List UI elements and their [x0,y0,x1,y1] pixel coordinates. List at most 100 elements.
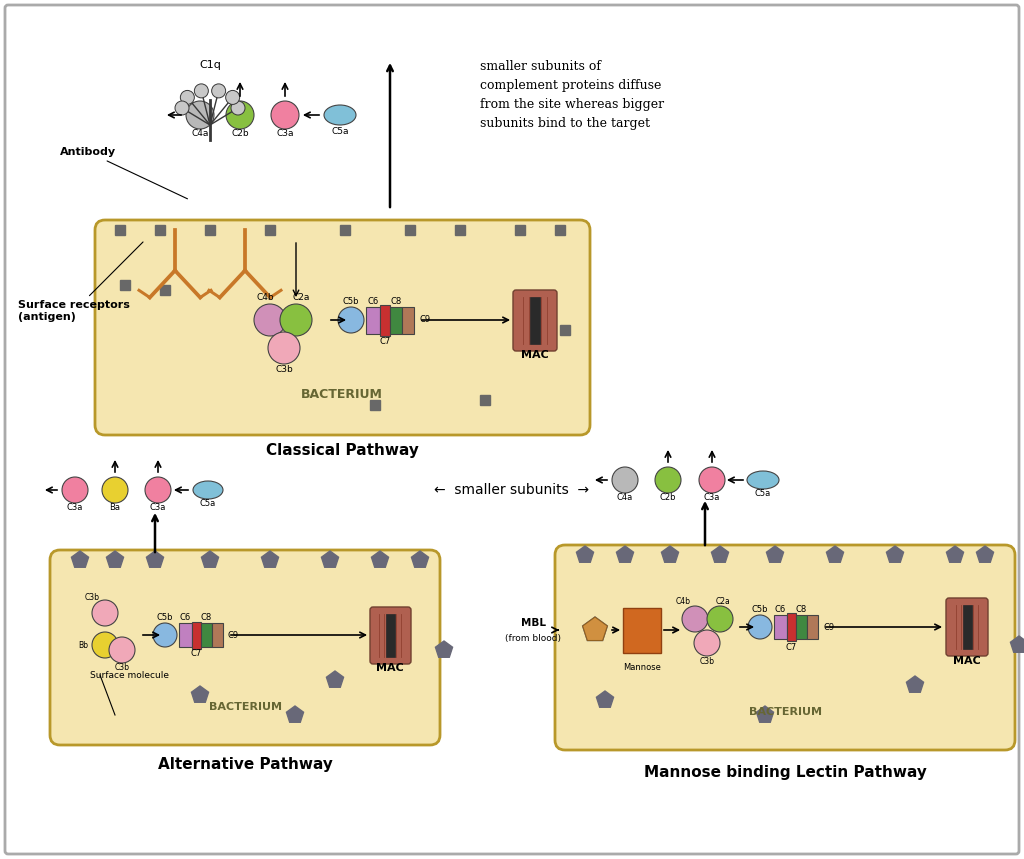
Polygon shape [596,691,613,707]
Text: C3b: C3b [699,656,715,666]
Circle shape [109,637,135,663]
Bar [380,305,390,336]
Text: Ba: Ba [110,503,121,511]
Circle shape [699,467,725,493]
Bar [515,225,525,235]
Bar [366,307,380,334]
Text: C7: C7 [785,643,797,651]
Circle shape [180,90,195,105]
Bar [201,623,212,647]
Bar [560,325,570,335]
Text: C3a: C3a [67,503,83,511]
Circle shape [268,332,300,364]
Circle shape [694,630,720,656]
Bar [205,225,215,235]
Text: Mannose binding Lectin Pathway: Mannose binding Lectin Pathway [643,765,927,779]
Circle shape [612,467,638,493]
Bar [390,307,402,334]
Text: C4a: C4a [616,492,633,502]
Polygon shape [287,706,303,722]
Circle shape [102,477,128,503]
Text: C3b: C3b [85,593,99,601]
Text: C9: C9 [823,623,835,631]
Circle shape [212,84,225,98]
Bar [115,225,125,235]
Circle shape [748,615,772,639]
Polygon shape [261,551,279,567]
Text: MAC: MAC [521,350,549,360]
Bar [406,225,415,235]
Bar [155,225,165,235]
Circle shape [655,467,681,493]
Bar [480,395,490,405]
Bar [807,615,818,639]
Text: C5b: C5b [343,297,359,307]
Circle shape [145,477,171,503]
Bar [386,614,395,657]
Text: C8: C8 [201,612,212,622]
Circle shape [707,606,733,632]
Text: C8: C8 [390,296,401,306]
Text: C4b: C4b [256,294,273,302]
Polygon shape [712,546,728,563]
Polygon shape [583,617,607,641]
Text: Surface molecule: Surface molecule [90,671,169,679]
Polygon shape [146,551,164,567]
Circle shape [682,606,708,632]
FancyBboxPatch shape [513,290,557,351]
Text: C3a: C3a [276,130,294,138]
FancyBboxPatch shape [370,607,411,664]
Circle shape [271,101,299,129]
Ellipse shape [746,471,779,489]
Text: C3b: C3b [275,365,293,375]
Text: Classical Pathway: Classical Pathway [265,442,419,458]
Text: C6: C6 [368,296,379,306]
Bar [774,615,787,639]
Polygon shape [202,551,218,567]
Bar [193,622,201,649]
Text: (from blood): (from blood) [505,633,561,643]
Text: C9: C9 [228,631,240,639]
Polygon shape [757,706,773,722]
Text: C5a: C5a [200,499,216,509]
Text: Bb: Bb [78,641,88,649]
Polygon shape [322,551,339,567]
Bar [179,623,193,647]
Polygon shape [616,546,634,563]
Bar [555,225,565,235]
Circle shape [195,84,208,98]
Text: C5a: C5a [755,490,771,498]
Circle shape [226,101,254,129]
Bar [796,615,807,639]
Text: BACTERIUM: BACTERIUM [749,707,821,717]
Text: C6: C6 [179,612,190,622]
FancyBboxPatch shape [555,545,1015,750]
Polygon shape [435,641,453,657]
Circle shape [338,307,364,333]
Text: C5b: C5b [752,606,768,614]
Bar [160,285,170,295]
Circle shape [186,101,214,129]
Polygon shape [977,546,993,563]
Circle shape [231,101,245,115]
Text: C2a: C2a [292,294,309,302]
Polygon shape [906,676,924,692]
Bar [265,225,275,235]
Text: C2a: C2a [716,598,730,606]
Text: MAC: MAC [953,656,981,666]
Text: BACTERIUM: BACTERIUM [301,388,383,401]
Text: C1q: C1q [199,60,221,70]
Bar [455,225,465,235]
Text: C3a: C3a [703,492,720,502]
Circle shape [225,90,240,105]
Polygon shape [327,671,344,687]
Polygon shape [412,551,429,567]
Bar [120,280,130,290]
Text: ←  smaller subunits  →: ← smaller subunits → [434,483,590,497]
Circle shape [280,304,312,336]
Text: C9: C9 [419,315,430,325]
Ellipse shape [324,105,356,125]
Text: C2b: C2b [231,130,249,138]
Text: C7: C7 [379,337,390,345]
Text: Alternative Pathway: Alternative Pathway [158,758,333,772]
